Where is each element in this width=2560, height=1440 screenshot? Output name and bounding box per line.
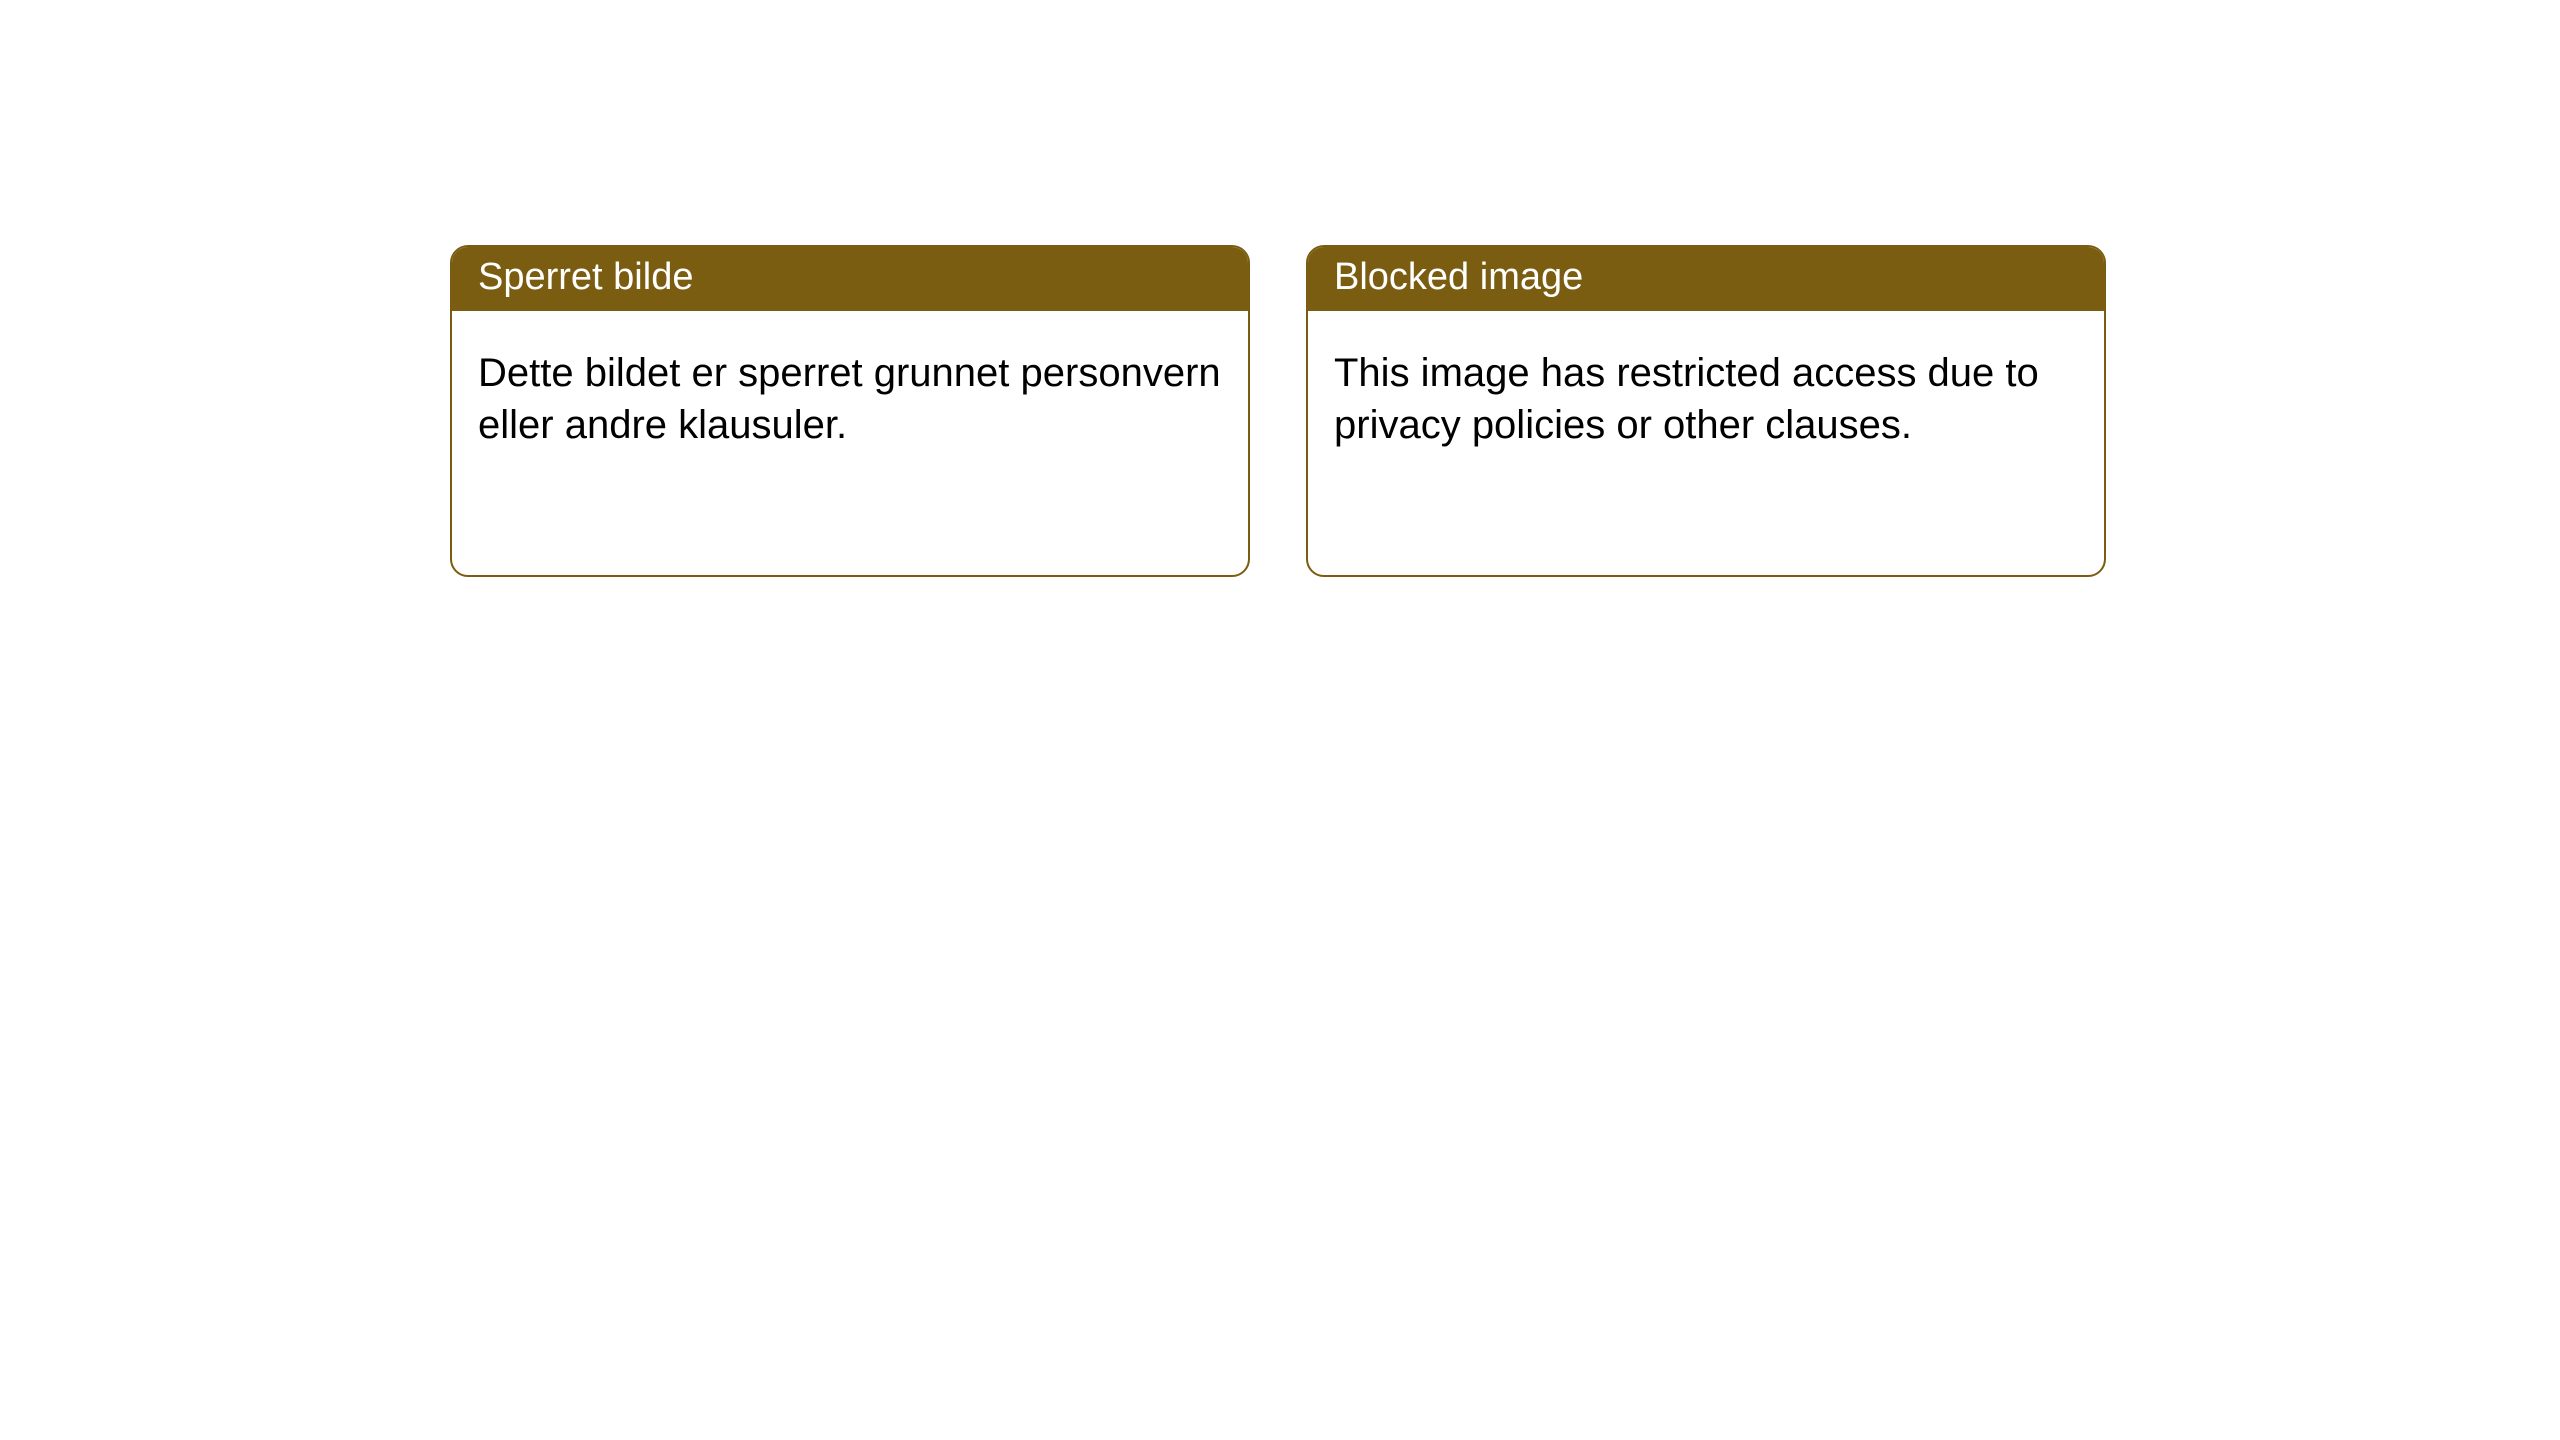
card-body-en: This image has restricted access due to … bbox=[1308, 311, 2104, 477]
notice-container: Sperret bilde Dette bildet er sperret gr… bbox=[0, 0, 2560, 577]
blocked-image-card-no: Sperret bilde Dette bildet er sperret gr… bbox=[450, 245, 1250, 577]
card-body-no: Dette bildet er sperret grunnet personve… bbox=[452, 311, 1248, 477]
card-header-no: Sperret bilde bbox=[452, 247, 1248, 311]
card-header-en: Blocked image bbox=[1308, 247, 2104, 311]
blocked-image-card-en: Blocked image This image has restricted … bbox=[1306, 245, 2106, 577]
